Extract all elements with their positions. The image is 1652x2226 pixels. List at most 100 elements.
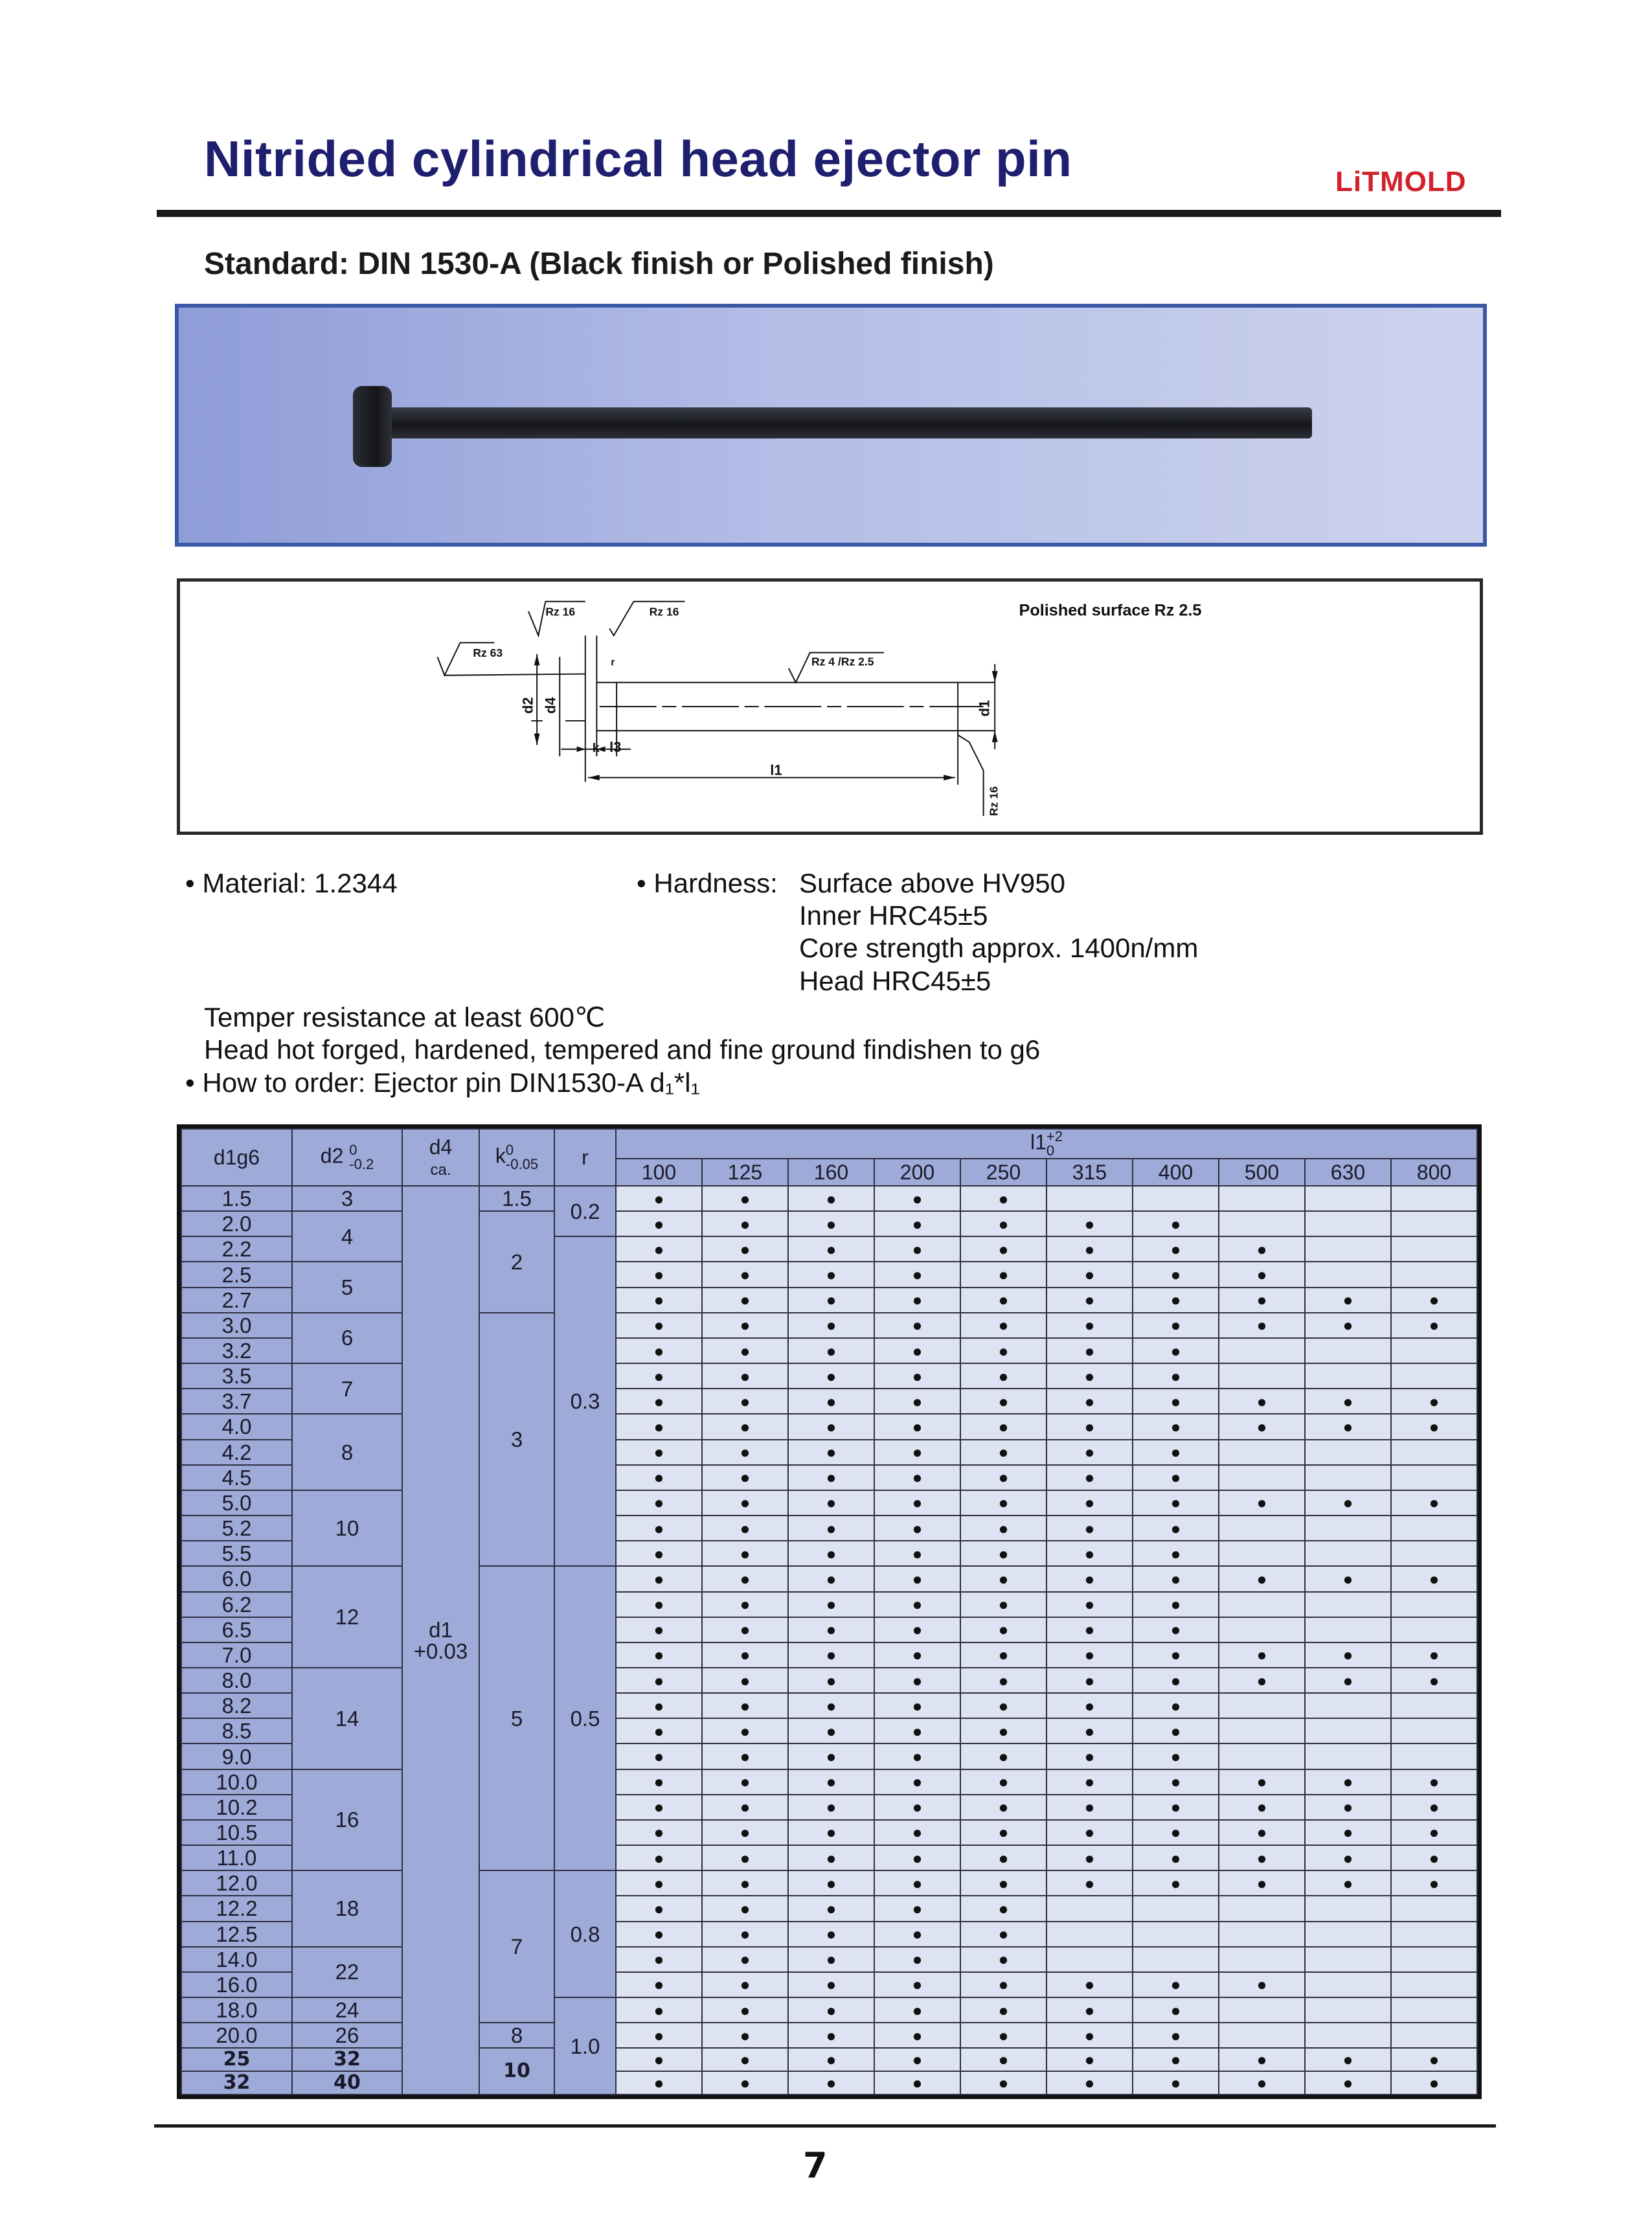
availability-dot: ● — [615, 1768, 703, 1795]
availability-dot: ● — [615, 1946, 703, 1973]
availability-cell — [1390, 1591, 1478, 1618]
availability-dot: ● — [615, 1641, 703, 1668]
table-row: 10.0 16 ● ● ● ● ● ● ● ● ● ● — [181, 1768, 1478, 1872]
availability-dot: ● — [701, 1895, 789, 1922]
availability-dot: ● — [1390, 1489, 1478, 1517]
availability-dot: ● — [1304, 2071, 1392, 2095]
availability-dot: ● — [1218, 1236, 1306, 1263]
table-row: 3.5 7 ● ● ● ● ● ● ● — [181, 1363, 1478, 1415]
d1-cell: 12.0 — [181, 1870, 293, 1897]
d1-cell: 3.0 — [181, 1312, 293, 1339]
availability-cell — [1304, 1946, 1392, 1973]
availability-dot: ● — [960, 1515, 1047, 1542]
availability-cell — [1390, 1971, 1478, 1999]
availability-dot: ● — [1132, 1464, 1219, 1491]
availability-cell — [1390, 1616, 1478, 1643]
availability-cell — [1390, 1210, 1478, 1238]
availability-dot: ● — [1046, 1718, 1133, 1745]
availability-dot: ● — [615, 1286, 703, 1313]
availability-dot: ● — [787, 1971, 875, 1999]
availability-dot: ● — [1046, 2047, 1133, 2073]
d1-cell: 3.7 — [181, 1388, 293, 1415]
availability-dot: ● — [1132, 1515, 1219, 1542]
availability-cell — [1304, 1971, 1392, 1999]
availability-dot: ● — [701, 1261, 789, 1288]
availability-cell — [1218, 1920, 1306, 1948]
availability-dot: ● — [1304, 1768, 1392, 1795]
availability-dot: ● — [1218, 1312, 1306, 1339]
product-photo — [175, 304, 1487, 547]
page-number: 7 — [803, 2145, 828, 2186]
availability-dot: ● — [1390, 1768, 1478, 1795]
availability-dot: ● — [787, 1210, 875, 1238]
availability-dot: ● — [960, 1692, 1047, 1720]
availability-dot: ● — [615, 1692, 703, 1720]
availability-dot: ● — [1218, 1388, 1306, 1415]
availability-cell — [1304, 1692, 1392, 1720]
d1-cell: 3.5 — [181, 1363, 293, 1390]
availability-dot: ● — [1218, 1793, 1306, 1821]
d2-cell: 18 — [291, 1870, 403, 1948]
availability-dot: ● — [1046, 1616, 1133, 1643]
availability-dot: ● — [787, 1515, 875, 1542]
table-row: 2.7 ● ● ● ● ● ● ● ● ● ● — [181, 1286, 1478, 1313]
availability-dot: ● — [960, 1845, 1047, 1872]
availability-dot: ● — [960, 1312, 1047, 1339]
availability-dot: ● — [615, 1363, 703, 1390]
hardness-head: Head HRC45±5 — [799, 966, 991, 996]
availability-dot: ● — [874, 1236, 961, 1263]
availability-dot: ● — [874, 1489, 961, 1517]
availability-dot: ● — [787, 1793, 875, 1821]
table-row: 8.2 ● ● ● ● ● ● ● — [181, 1692, 1478, 1720]
availability-dot: ● — [960, 1768, 1047, 1795]
availability-dot: ● — [874, 1920, 961, 1948]
availability-dot: ● — [701, 1819, 789, 1846]
availability-cell — [1132, 1185, 1219, 1212]
availability-dot: ● — [1218, 1845, 1306, 1872]
availability-dot: ● — [787, 1895, 875, 1922]
availability-dot: ● — [1046, 1641, 1133, 1668]
availability-dot: ● — [960, 1870, 1047, 1897]
availability-dot: ● — [1046, 1845, 1133, 1872]
availability-cell — [1304, 1743, 1392, 1770]
availability-dot: ● — [787, 1312, 875, 1339]
availability-dot: ● — [960, 1210, 1047, 1238]
availability-dot: ● — [1218, 1768, 1306, 1795]
availability-dot: ● — [787, 1489, 875, 1517]
availability-dot: ● — [1390, 1565, 1478, 1593]
availability-dot: ● — [1046, 1971, 1133, 1999]
availability-dot: ● — [615, 2071, 703, 2095]
table-row: 6.0 12 5 0.5 ● ● ● ● ● ● ● ● ● ● — [181, 1565, 1478, 1872]
availability-dot: ● — [1132, 1666, 1219, 1694]
table-row: 10.2 ● ● ● ● ● ● ● ● ● ● — [181, 1793, 1478, 1821]
d2-cell: 5 — [291, 1261, 403, 1313]
availability-dot: ● — [1132, 1768, 1219, 1795]
rz16-label: Rz 16 — [650, 606, 679, 619]
availability-dot: ● — [615, 1312, 703, 1339]
r-cell: 1.0 — [554, 1997, 617, 2095]
availability-dot: ● — [1132, 1591, 1219, 1618]
availability-dot: ● — [701, 1692, 789, 1720]
l1-column-header: 315 — [1046, 1158, 1133, 1187]
availability-dot: ● — [960, 1793, 1047, 1821]
table-row: 14.0 22 ● ● ● ● ● — [181, 1946, 1478, 1999]
availability-dot: ● — [874, 1363, 961, 1390]
footer-divider — [154, 2124, 1496, 2128]
d2-cell: 32 — [291, 2047, 403, 2073]
availability-dot: ● — [701, 1236, 789, 1263]
d2-cell: 22 — [291, 1946, 403, 1999]
availability-dot: ● — [787, 1920, 875, 1948]
availability-cell — [1390, 1261, 1478, 1288]
d1-cell: 10.0 — [181, 1768, 293, 1795]
availability-cell — [1304, 1540, 1392, 1567]
availability-dot: ● — [787, 1185, 875, 1212]
availability-dot: ● — [874, 1464, 961, 1491]
availability-dot: ● — [615, 1971, 703, 1999]
availability-dot: ● — [1132, 1819, 1219, 1846]
availability-dot: ● — [1132, 1616, 1219, 1643]
availability-cell — [1218, 1515, 1306, 1542]
availability-cell — [1218, 1895, 1306, 1922]
availability-dot: ● — [701, 1286, 789, 1313]
availability-dot: ● — [1132, 2047, 1219, 2073]
availability-dot: ● — [874, 2022, 961, 2049]
